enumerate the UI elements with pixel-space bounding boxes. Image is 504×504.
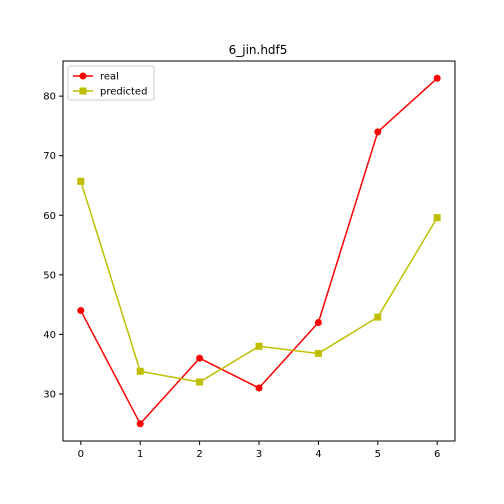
data-point-real-2 [196,354,204,362]
y-tick-label-80: 80 [43,92,56,103]
data-point-real-0 [77,307,85,315]
y-tick-label-30: 30 [43,389,56,400]
data-point-real-4 [314,318,322,326]
axes: 0 1 2 3 4 5 6 30 40 50 60 70 80 [43,60,456,460]
legend-marker-predicted [79,87,87,95]
data-point-real-6 [433,74,441,82]
x-tick-label-1: 1 [137,449,143,460]
x-tick-label-0: 0 [78,449,84,460]
x-tick-label-6: 6 [434,449,440,460]
data-point-real-5 [374,128,382,136]
plot-area [77,74,441,428]
data-point-predicted-5 [374,313,382,321]
data-point-predicted-2 [196,378,204,386]
data-point-predicted-6 [433,214,441,222]
data-point-real-3 [255,384,263,392]
data-point-real-1 [136,420,144,428]
x-tick-label-2: 2 [196,449,202,460]
data-point-predicted-1 [136,367,144,375]
y-tick-label-60: 60 [43,211,56,222]
data-point-predicted-0 [77,177,85,185]
legend-label-predicted: predicted [100,87,147,98]
data-point-predicted-4 [314,349,322,357]
x-tick-label-3: 3 [256,449,262,460]
y-tick-label-50: 50 [43,270,56,281]
x-tick-label-4: 4 [315,449,321,460]
legend: real predicted [67,65,155,101]
y-tick-label-40: 40 [43,330,56,341]
data-point-predicted-3 [255,342,263,350]
chart-title: 6_jin.hdf5 [229,43,288,57]
legend-marker-real [79,72,87,80]
y-tick-label-70: 70 [43,151,56,162]
x-tick-label-5: 5 [375,449,381,460]
legend-label-real: real [100,72,119,83]
